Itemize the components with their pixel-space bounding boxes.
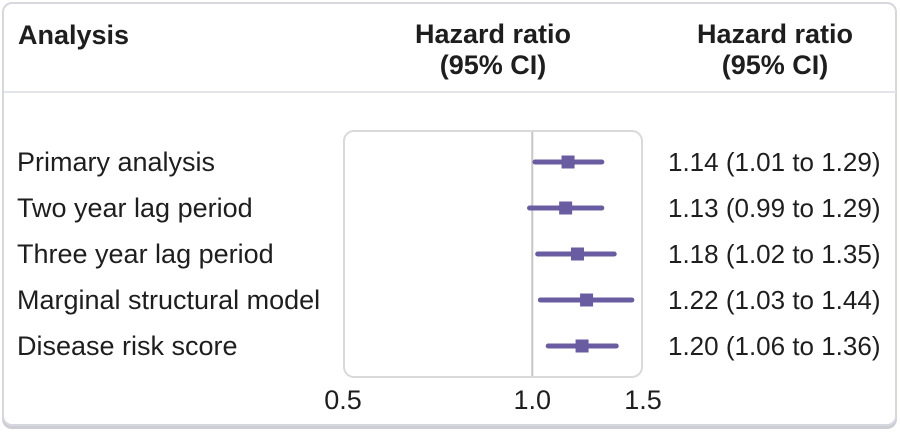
row-hazard-ratio-value: 1.13 (0.99 to 1.29)	[668, 193, 881, 223]
plot-column-header-line1: Hazard ratio	[414, 19, 572, 49]
x-axis-tick-label: 1.5	[624, 385, 662, 415]
x-axis-tick-label: 1.0	[513, 385, 552, 415]
row-hazard-ratio-value: 1.20 (1.06 to 1.36)	[668, 331, 881, 361]
row-label: Three year lag period	[17, 239, 274, 269]
plot-column-header-line2: (95% CI)	[439, 50, 547, 80]
values-column-header-line2: (95% CI)	[721, 50, 829, 80]
values-column-header: Hazard ratio (95% CI)	[650, 19, 900, 81]
header-divider	[4, 91, 896, 93]
analysis-column-header: Analysis	[18, 20, 130, 50]
row-label: Primary analysis	[17, 147, 216, 177]
row-label: Disease risk score	[17, 331, 238, 361]
values-column-header-line1: Hazard ratio	[696, 19, 854, 49]
row-label: Marginal structural model	[17, 285, 321, 315]
row-hazard-ratio-value: 1.22 (1.03 to 1.44)	[668, 285, 881, 315]
x-axis-tick-label: 0.5	[324, 385, 362, 415]
row-hazard-ratio-value: 1.18 (1.02 to 1.35)	[668, 239, 881, 269]
plot-column-header: Hazard ratio (95% CI)	[343, 19, 643, 81]
row-hazard-ratio-value: 1.14 (1.01 to 1.29)	[668, 147, 881, 177]
row-label: Two year lag period	[17, 193, 253, 223]
